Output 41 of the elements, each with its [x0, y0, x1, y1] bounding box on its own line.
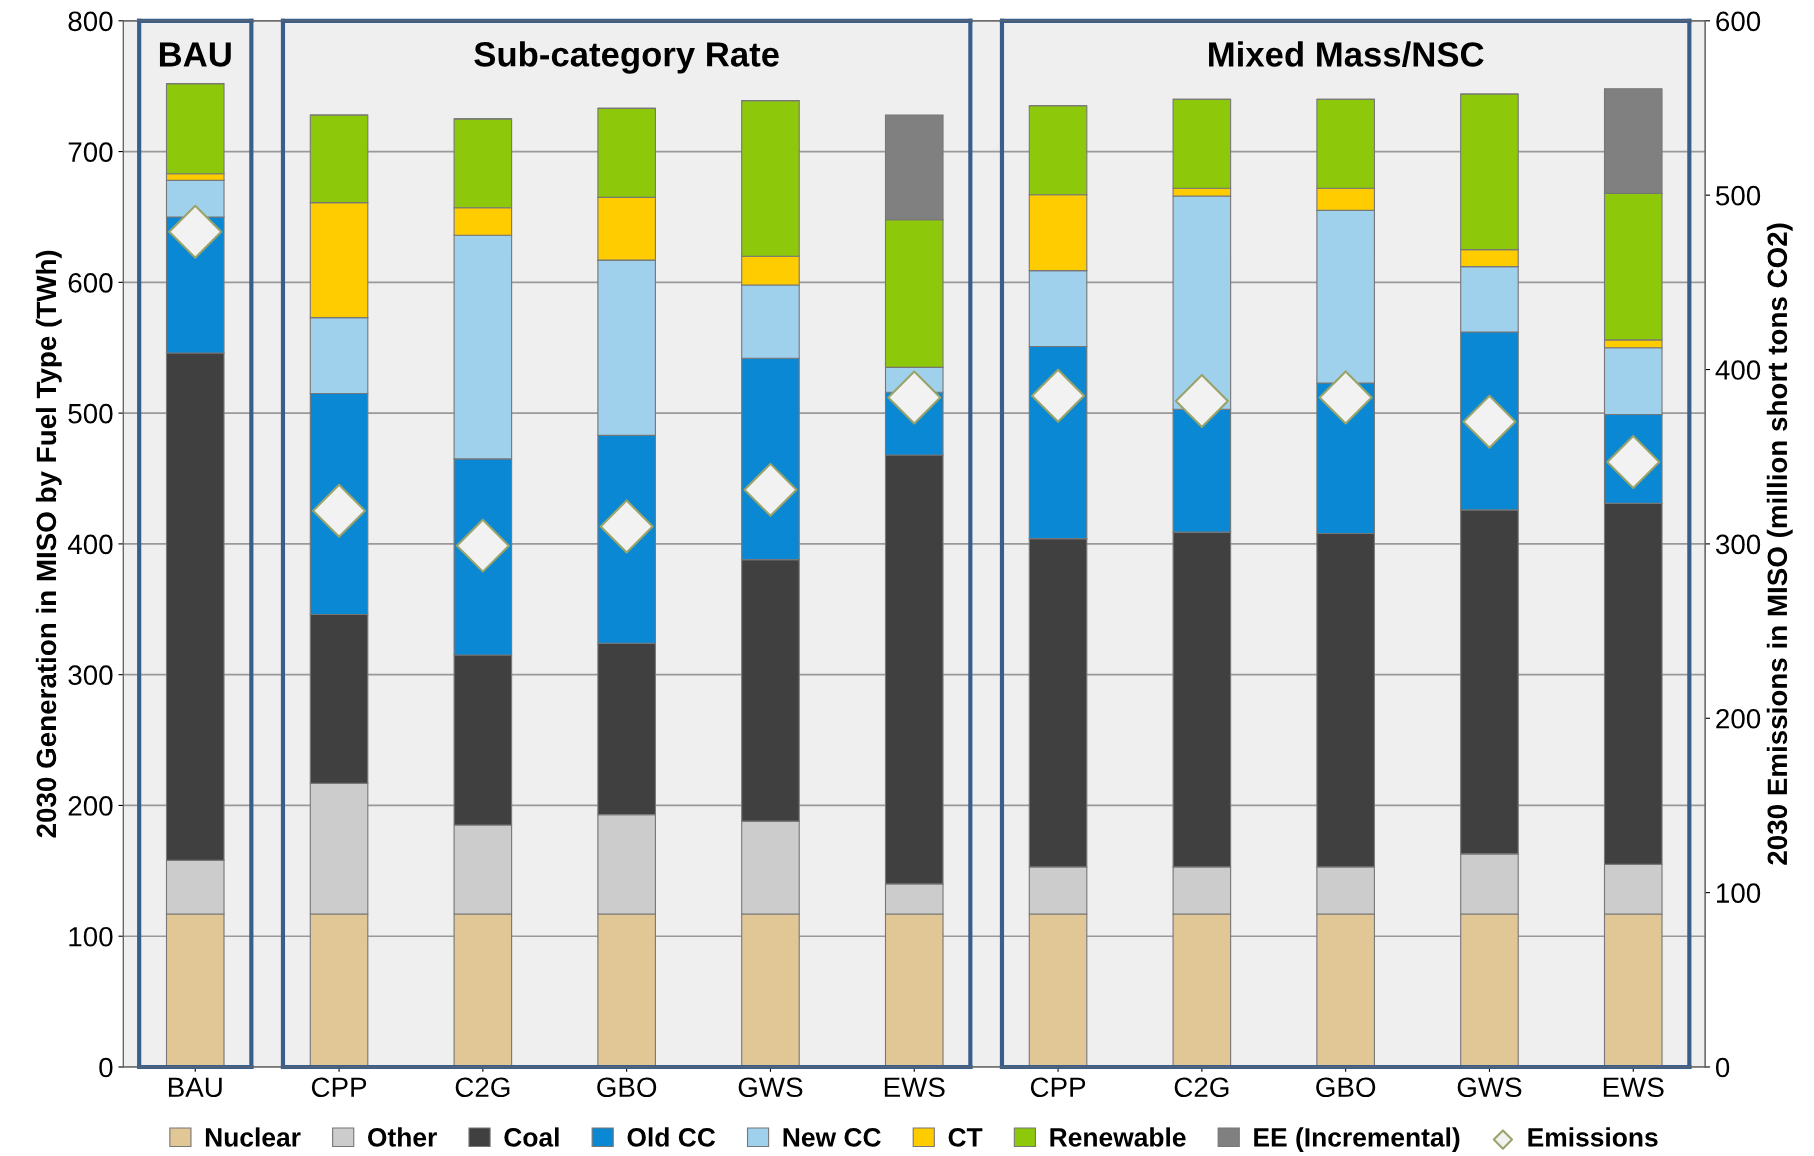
x-tick-label: CPP — [311, 1077, 367, 1098]
x-tick-label: GWS — [1457, 1077, 1522, 1098]
legend-label: Other — [368, 1127, 437, 1147]
x-tick-label: BAU — [168, 1077, 222, 1098]
y-tick-label: 200 — [68, 796, 113, 816]
legend-label: Coal — [504, 1127, 559, 1147]
y-tick-label: 300 — [68, 665, 113, 686]
y-tick-label: 600 — [68, 273, 113, 293]
y2-tick-label: 200 — [1716, 708, 1761, 729]
y-axis-title: 2030 Generation in MISO by Fuel Type (TWh) — [35, 250, 62, 838]
annotation: Mixed Mass/NSC — [1209, 41, 1484, 68]
x-tick-label: GBO — [597, 1077, 657, 1098]
legend-label: New CC — [783, 1128, 881, 1147]
y-tick-label: 0 — [99, 1057, 113, 1078]
x-tick-label: C2G — [1174, 1077, 1229, 1098]
y2-tick-label: 300 — [1715, 534, 1761, 555]
legend-label: Renewable — [1050, 1127, 1186, 1147]
y2-axis-title: 2030 Emissions in MISO (million short tons CO2) — [1766, 223, 1793, 865]
y2-tick-label: 0 — [1715, 1057, 1730, 1078]
y-tick-label: 500 — [68, 403, 113, 424]
legend-label: CT — [948, 1128, 983, 1147]
legend-label: Nuclear — [205, 1127, 301, 1147]
x-tick-label: CPP — [1030, 1077, 1086, 1098]
y2-tick-label: 600 — [1716, 11, 1761, 32]
x-tick-label: GBO — [1316, 1077, 1376, 1098]
x-tick-label: EWS — [884, 1077, 945, 1098]
annotation: Sub-category Rate — [474, 41, 779, 74]
y-tick-label: 700 — [68, 142, 113, 162]
x-tick-label: EWS — [1603, 1077, 1664, 1098]
x-tick-label: C2G — [455, 1077, 510, 1098]
y2-tick-label: 500 — [1715, 185, 1761, 206]
y2-tick-label: 400 — [1715, 360, 1761, 380]
annotation: BAU — [159, 42, 231, 67]
legend-label: EE (Incremental) — [1254, 1127, 1460, 1152]
y2-tick-label: 100 — [1717, 883, 1761, 903]
legend-label: Emissions — [1528, 1127, 1658, 1147]
y-tick-label: 800 — [68, 11, 113, 32]
x-tick-label: GWS — [738, 1077, 803, 1098]
y-tick-label: 100 — [69, 926, 113, 947]
legend-label: Old CC — [627, 1127, 716, 1147]
y-tick-label: 400 — [67, 534, 113, 555]
